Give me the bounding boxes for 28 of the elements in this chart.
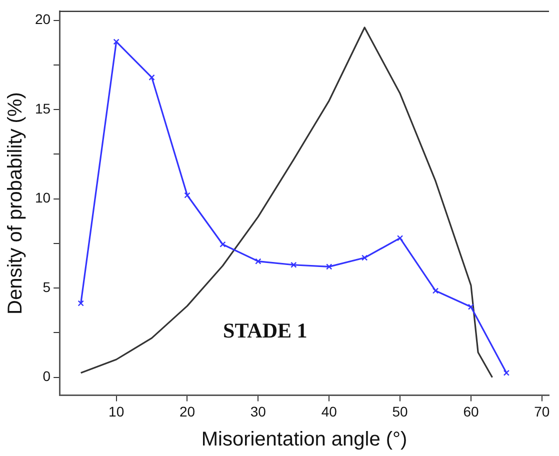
y-tick-label: 10 bbox=[34, 190, 51, 206]
point bbox=[220, 241, 226, 248]
y-tick-label: 0 bbox=[42, 368, 51, 384]
x-axis-title: Misorientation angle (°) bbox=[201, 428, 408, 451]
point bbox=[362, 254, 368, 261]
y-tick-label: 15 bbox=[34, 100, 51, 116]
x-tick-label: 50 bbox=[392, 403, 408, 420]
y-axis-title: Density of probability (%) bbox=[4, 92, 27, 314]
x-tick-label: 30 bbox=[250, 403, 266, 420]
x-tick-label: 10 bbox=[108, 403, 124, 420]
point bbox=[468, 304, 474, 310]
y-tick-label: 20 bbox=[34, 11, 51, 28]
annotation: STADE 1 bbox=[223, 318, 308, 343]
x-tick-label: 70 bbox=[534, 403, 550, 420]
point bbox=[184, 192, 190, 198]
point bbox=[503, 370, 510, 376]
x-tick-label: 40 bbox=[321, 403, 338, 420]
x-tick-label: 60 bbox=[463, 403, 479, 420]
point bbox=[78, 300, 84, 306]
point bbox=[113, 38, 120, 45]
point bbox=[396, 235, 404, 242]
y-tick-label: 5 bbox=[42, 278, 51, 295]
x-tick-label: 20 bbox=[179, 403, 196, 420]
point bbox=[148, 74, 155, 81]
point bbox=[255, 258, 262, 264]
point bbox=[326, 264, 332, 270]
point bbox=[432, 288, 439, 294]
point bbox=[290, 262, 297, 268]
